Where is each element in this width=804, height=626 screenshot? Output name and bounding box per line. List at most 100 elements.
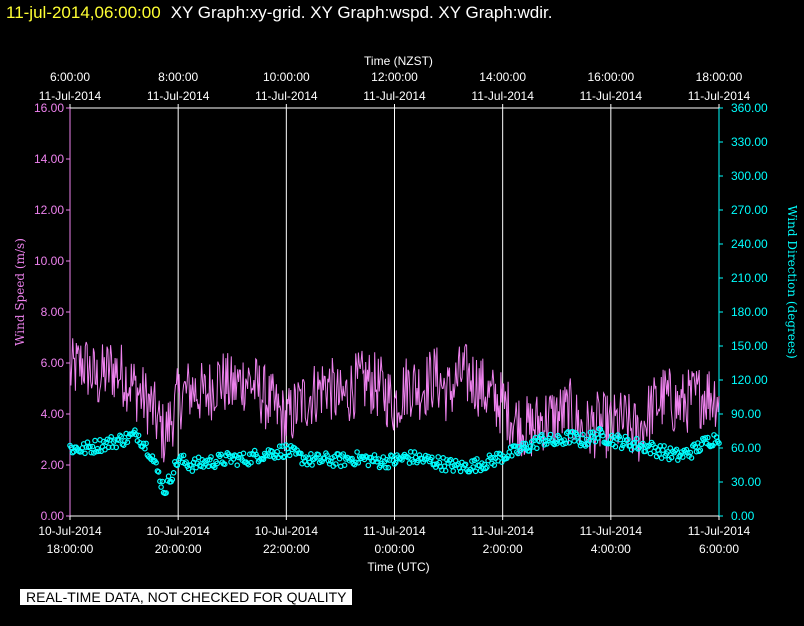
y-right-tick-label-12: 360.00: [731, 101, 768, 115]
wind-direction-point: [482, 465, 489, 472]
wind-direction-point: [597, 426, 604, 433]
wind-direction-point: [526, 448, 533, 454]
wind-direction-point: [155, 469, 162, 475]
wind-direction-point: [115, 437, 122, 444]
wind-direction-point: [222, 461, 228, 468]
wind-direction-point: [612, 443, 619, 450]
series-layer: [67, 338, 722, 497]
y-right-tick-label-4: 120.00: [731, 373, 768, 387]
x-top-tick-time-5: 16:00:00: [587, 70, 634, 84]
x-bottom-tick-date-1: 10-Jul-2014: [146, 524, 210, 538]
wind-direction-point: [285, 449, 292, 456]
x-top-tick-time-0: 6:00:00: [50, 70, 90, 84]
y-left-axis-title: Wind Speed (m/s): [13, 238, 27, 346]
x-bottom-tick-time-4: 2:00:00: [483, 542, 523, 556]
wind-direction-point: [673, 446, 680, 453]
wind-direction-point: [271, 455, 278, 461]
y-right-tick-label-7: 210.00: [731, 271, 768, 285]
wind-direction-point: [189, 468, 196, 474]
wind-direction-point: [543, 441, 550, 447]
y-left-tick-label-5: 10.00: [34, 254, 64, 268]
y-right-tick-label-9: 270.00: [731, 203, 768, 217]
wind-direction-point: [82, 450, 88, 457]
wind-direction-point: [470, 464, 476, 470]
wind-direction-point: [704, 434, 711, 441]
y-left-tick-label-0: 0.00: [41, 509, 65, 523]
wind-direction-point: [696, 448, 702, 455]
wind-direction-point: [113, 444, 120, 451]
wind-direction-point: [149, 453, 156, 459]
wind-direction-point: [104, 436, 111, 443]
wind-direction-point: [375, 456, 382, 462]
wind-direction-point: [633, 435, 640, 442]
wind-direction-point: [214, 460, 221, 467]
wind-direction-point: [133, 431, 139, 438]
wind-direction-point: [487, 454, 494, 461]
wind-direction-point: [617, 436, 624, 443]
wind-direction-point: [218, 451, 224, 458]
wind-direction-point: [679, 454, 686, 460]
x-bottom-tick-time-0: 18:00:00: [47, 542, 94, 556]
x-top-tick-date-5: 11-Jul-2014: [580, 89, 643, 103]
wind-direction-point: [159, 478, 166, 485]
wind-direction-point: [457, 468, 464, 475]
wind-direction-point: [165, 473, 172, 480]
wind-direction-point: [158, 484, 164, 490]
wind-direction-point: [325, 457, 332, 464]
wind-direction-point: [580, 431, 586, 438]
wind-direction-point: [311, 455, 318, 462]
wind-direction-point: [315, 451, 322, 458]
x-bottom-tick-time-5: 4:00:00: [591, 542, 631, 556]
x-bottom-tick-time-1: 20:00:00: [155, 542, 202, 556]
x-top-tick-date-2: 11-Jul-2014: [255, 89, 318, 103]
wind-direction-point: [143, 440, 149, 447]
wind-direction-point: [309, 462, 315, 468]
wind-direction-point: [84, 439, 91, 446]
x-top-tick-date-3: 11-Jul-2014: [363, 89, 426, 103]
wind-direction-point: [422, 452, 429, 459]
wind-direction-point: [542, 437, 549, 444]
wind-direction-point: [105, 444, 112, 451]
x-top-tick-time-6: 18:00:00: [696, 70, 743, 84]
wind-direction-point: [385, 464, 392, 471]
wind-direction-point: [365, 462, 372, 469]
wind-direction-point: [512, 443, 519, 450]
wind-direction-point: [442, 467, 449, 474]
header-timestamp: 11-jul-2014,06:00:00: [6, 3, 161, 22]
wind-direction-point: [556, 434, 563, 441]
wind-direction-point: [178, 453, 184, 459]
wind-direction-point: [392, 459, 399, 466]
wind-direction-point: [169, 476, 176, 483]
wind-direction-point: [204, 457, 211, 464]
y-left-tick-label-7: 14.00: [34, 152, 64, 166]
x-top-tick-date-0: 11-Jul-2014: [39, 89, 102, 103]
wind-direction-point: [697, 447, 704, 453]
wind-direction-point: [235, 454, 242, 461]
x-bottom-tick-date-5: 11-Jul-2014: [580, 524, 643, 538]
wind-direction-point: [234, 462, 241, 469]
wind-direction-point: [592, 438, 599, 445]
wind-direction-point: [142, 445, 148, 452]
wind-direction-point: [208, 454, 214, 460]
x-top-tick-time-1: 8:00:00: [158, 70, 198, 84]
wind-direction-point: [490, 454, 496, 461]
wind-direction-point: [118, 433, 125, 440]
wind-direction-point: [431, 461, 438, 468]
wind-direction-point: [435, 454, 442, 460]
y-left-tick-label-3: 6.00: [41, 356, 65, 370]
y-left-tick-label-2: 4.00: [41, 407, 65, 421]
wind-direction-point: [656, 451, 662, 457]
y-right-tick-label-5: 150.00: [731, 339, 768, 353]
wind-direction-point: [352, 459, 359, 466]
wind-direction-point: [575, 434, 581, 440]
x-bottom-tick-date-4: 11-Jul-2014: [471, 524, 534, 538]
wind-direction-point: [552, 439, 559, 446]
wind-direction-point: [562, 440, 569, 447]
wind-direction-point: [170, 469, 177, 476]
wind-direction-point: [124, 439, 131, 446]
wind-direction-point: [600, 432, 606, 439]
wind-direction-point: [174, 462, 181, 469]
x-top-axis-title: Time (NZST): [364, 54, 433, 68]
y-right-tick-label-0: 0.00: [731, 509, 755, 523]
y-right-tick-label-3: 90.00: [731, 407, 761, 421]
